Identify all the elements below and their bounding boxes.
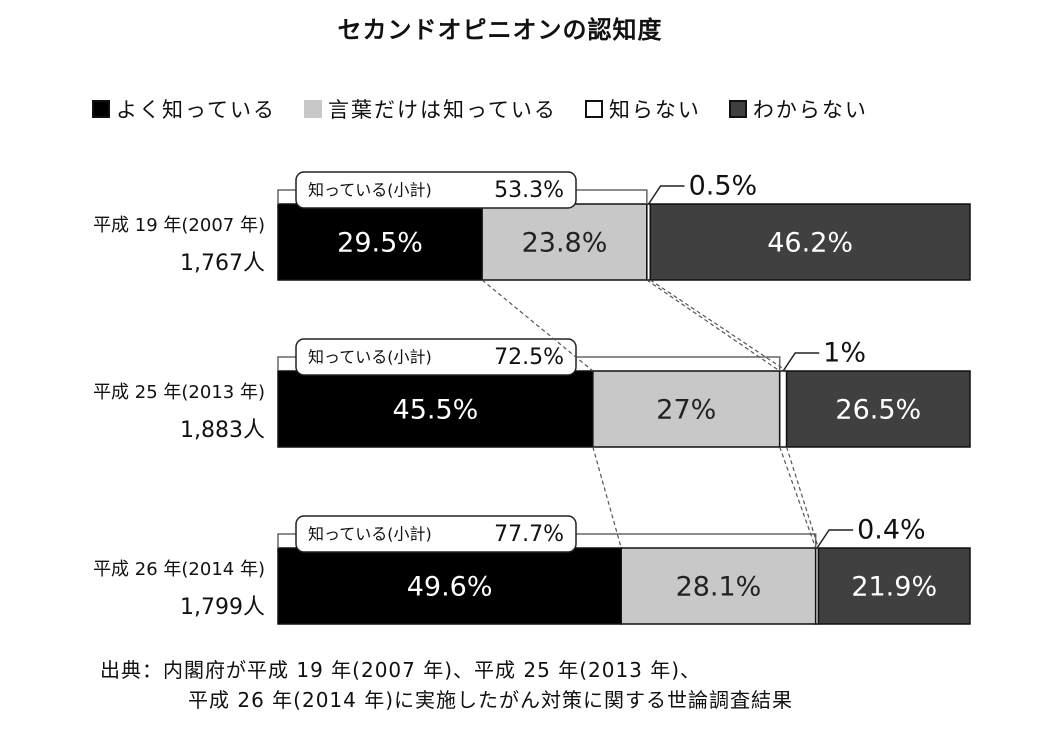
connector-line: [649, 279, 787, 372]
data-label: 21.9%: [851, 572, 937, 603]
category-label: 平成 19 年(2007 年): [93, 215, 265, 236]
data-label-small: 0.4%: [857, 515, 926, 546]
data-label: 29.5%: [337, 228, 423, 259]
legend-item-dont-know: わからない: [728, 94, 868, 124]
subtotal-box: [295, 515, 577, 553]
connector-line: [481, 279, 594, 372]
data-label: 23.8%: [522, 228, 608, 259]
legend-label: 言葉だけは知っている: [327, 98, 557, 122]
bar-segment: [649, 203, 971, 281]
data-label: 46.2%: [767, 228, 853, 259]
sample-size-label: 1,767人: [180, 251, 265, 276]
legend-swatch: [584, 100, 603, 118]
subtotal-value: 72.5%: [494, 345, 564, 370]
chart-legend: よく知っている 言葉だけは知っている 知らない わからない: [92, 92, 896, 126]
bar-segment: [817, 547, 971, 625]
legend-swatch: [92, 100, 110, 118]
source-line-2: 平成 26 年(2014 年)に実施したがん対策に関する世論調査結果: [188, 688, 794, 712]
subtotal-box: [295, 171, 577, 209]
legend-label: よく知っている: [116, 98, 276, 122]
legend-item-word-only: 言葉だけは知っている: [303, 94, 557, 124]
bar-segment: [778, 370, 788, 448]
bar-segment: [785, 370, 971, 448]
category-label: 平成 25 年(2013 年): [93, 382, 265, 403]
legend-label: わからない: [752, 98, 868, 122]
legend-swatch: [303, 100, 322, 118]
connector-line: [592, 446, 622, 549]
legend-label: 知らない: [608, 98, 701, 122]
subtotal-value: 77.7%: [494, 522, 564, 547]
source-note: 出典：内閣府が平成 19 年(2007 年)、平成 25 年(2013 年)、 …: [100, 655, 793, 715]
connector-line: [779, 446, 817, 549]
data-label: 28.1%: [676, 572, 762, 603]
leader-line: [647, 185, 685, 205]
leader-line: [782, 352, 820, 372]
sample-size-label: 1,799人: [180, 595, 265, 620]
legend-item-well-known: よく知っている: [92, 94, 276, 124]
data-label: 45.5%: [393, 395, 479, 426]
legend-swatch: [728, 100, 747, 118]
subtotal-label: 知っている(小計): [308, 525, 432, 544]
data-label: 49.6%: [407, 572, 493, 603]
subtotal-label: 知っている(小計): [308, 348, 432, 367]
source-line-1: 出典：内閣府が平成 19 年(2007 年)、平成 25 年(2013 年)、: [100, 658, 702, 682]
data-label: 26.5%: [835, 395, 921, 426]
connector-line: [646, 279, 781, 372]
subtotal-label: 知っている(小計): [308, 181, 432, 200]
bar-segment: [592, 370, 781, 448]
bar-segment: [620, 547, 817, 625]
sample-size-label: 1,883人: [180, 418, 265, 443]
subtotal-value: 53.3%: [494, 178, 564, 203]
stacked-bar-chart: 29.5% 23.8% 46.2%平成 19 年(2007 年)1,767人知ってい…: [93, 171, 971, 625]
connector-line: [786, 446, 820, 549]
category-label: 平成 26 年(2014 年): [93, 559, 265, 580]
leader-line: [816, 529, 854, 549]
data-label-small: 0.5%: [689, 171, 758, 202]
data-label: 27%: [656, 395, 716, 426]
chart-title: セカンドオピニオンの認知度: [337, 16, 663, 44]
data-label-small: 1%: [823, 338, 866, 369]
legend-item-unknown: 知らない: [584, 94, 701, 124]
bar-segment: [277, 547, 622, 625]
bar-segment: [277, 370, 594, 448]
